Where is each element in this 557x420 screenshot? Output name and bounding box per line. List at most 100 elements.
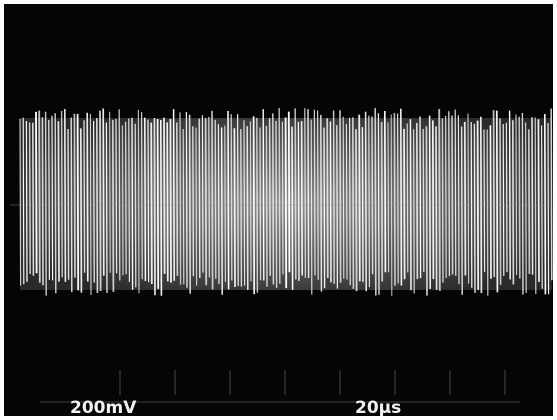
waveform-trace xyxy=(201,115,204,273)
waveform-trace xyxy=(284,117,288,289)
waveform-trace xyxy=(236,114,239,287)
waveform-trace xyxy=(358,114,361,282)
waveform-trace xyxy=(403,128,406,280)
waveform-trace xyxy=(179,112,182,285)
waveform-trace xyxy=(463,121,467,276)
waveform-trace xyxy=(307,109,310,279)
waveform-trace xyxy=(323,127,326,289)
waveform-trace xyxy=(272,113,275,285)
waveform-trace xyxy=(451,115,454,275)
waveform-trace xyxy=(118,109,121,281)
waveform-trace xyxy=(415,122,419,280)
waveform-trace xyxy=(246,126,249,290)
waveform-trace xyxy=(336,125,339,289)
waveform-trace xyxy=(406,123,409,273)
waveform-trace xyxy=(502,124,505,276)
volts-per-div: 200mV xyxy=(70,398,137,418)
waveform-trace xyxy=(96,118,99,293)
waveform-trace xyxy=(121,125,124,276)
graticule xyxy=(10,204,552,403)
waveform-trace xyxy=(35,111,38,274)
waveform-trace xyxy=(115,118,118,274)
waveform-trace xyxy=(383,110,387,273)
waveform-trace xyxy=(441,118,444,283)
waveform-trace xyxy=(38,110,41,283)
waveform-trace xyxy=(83,120,86,273)
waveform-trace xyxy=(310,119,313,295)
waveform-trace xyxy=(105,122,108,293)
waveform-trace xyxy=(220,127,223,295)
waveform-trace xyxy=(438,108,441,291)
waveform-trace xyxy=(521,112,524,295)
waveform-trace xyxy=(19,118,22,286)
waveform-trace xyxy=(172,109,175,281)
time-per-div: 20µs xyxy=(355,398,401,418)
waveform-trace xyxy=(153,118,156,296)
waveform-trace xyxy=(332,110,335,284)
waveform-trace xyxy=(349,117,351,286)
waveform-trace xyxy=(150,122,153,284)
waveform-trace xyxy=(99,110,102,292)
waveform-trace xyxy=(147,119,150,283)
waveform-trace xyxy=(390,114,393,296)
waveform-trace xyxy=(297,121,300,281)
waveform-trace xyxy=(361,127,364,282)
waveform-trace xyxy=(182,129,185,285)
waveform-trace xyxy=(511,120,515,285)
waveform-trace xyxy=(531,117,534,275)
waveform-trace xyxy=(543,114,547,295)
waveform-trace xyxy=(262,109,265,281)
waveform-trace xyxy=(159,119,163,296)
waveform-trace xyxy=(86,112,89,282)
waveform-trace xyxy=(377,113,380,295)
waveform-trace xyxy=(63,109,67,282)
waveform-trace xyxy=(93,120,95,283)
waveform-trace xyxy=(25,120,28,282)
waveform-trace xyxy=(89,113,92,295)
waveform-trace xyxy=(28,122,31,274)
waveform-trace xyxy=(492,110,496,278)
waveform-trace xyxy=(342,116,345,279)
waveform-trace xyxy=(291,126,294,291)
waveform-trace xyxy=(499,118,502,285)
waveform-trace xyxy=(252,116,256,295)
waveform-trace xyxy=(166,122,169,282)
waveform-trace xyxy=(454,109,457,276)
waveform-trace xyxy=(192,126,195,277)
waveform-trace xyxy=(60,110,63,278)
waveform-trace xyxy=(518,116,521,279)
waveform-trace xyxy=(339,110,342,283)
waveform-trace xyxy=(486,129,489,296)
waveform-trace xyxy=(495,110,499,293)
waveform-trace xyxy=(163,117,166,274)
waveform-trace xyxy=(54,113,57,294)
waveform-trace xyxy=(422,128,425,273)
waveform-trace xyxy=(448,111,451,277)
waveform-trace xyxy=(41,117,44,286)
waveform-trace xyxy=(371,116,374,275)
waveform-trace xyxy=(227,110,230,290)
waveform-trace xyxy=(537,119,540,282)
waveform-trace xyxy=(397,113,399,284)
waveform-trace xyxy=(364,111,367,292)
waveform-trace xyxy=(224,125,226,282)
waveform-trace xyxy=(399,108,403,286)
waveform-trace xyxy=(243,120,246,286)
waveform-trace xyxy=(67,129,70,280)
waveform-trace xyxy=(230,114,233,281)
waveform-trace xyxy=(300,121,304,276)
waveform-trace xyxy=(131,117,134,290)
waveform-trace xyxy=(393,112,396,286)
waveform-trace xyxy=(134,123,137,288)
waveform-trace xyxy=(76,113,80,291)
waveform-trace xyxy=(419,116,422,278)
waveform-trace xyxy=(304,108,306,278)
waveform-trace xyxy=(211,110,214,290)
waveform-trace xyxy=(428,115,431,289)
waveform-trace xyxy=(508,110,511,280)
waveform-trace xyxy=(351,117,355,289)
waveform-trace xyxy=(102,108,105,276)
waveform-trace xyxy=(515,114,518,275)
waveform-trace xyxy=(109,111,111,273)
